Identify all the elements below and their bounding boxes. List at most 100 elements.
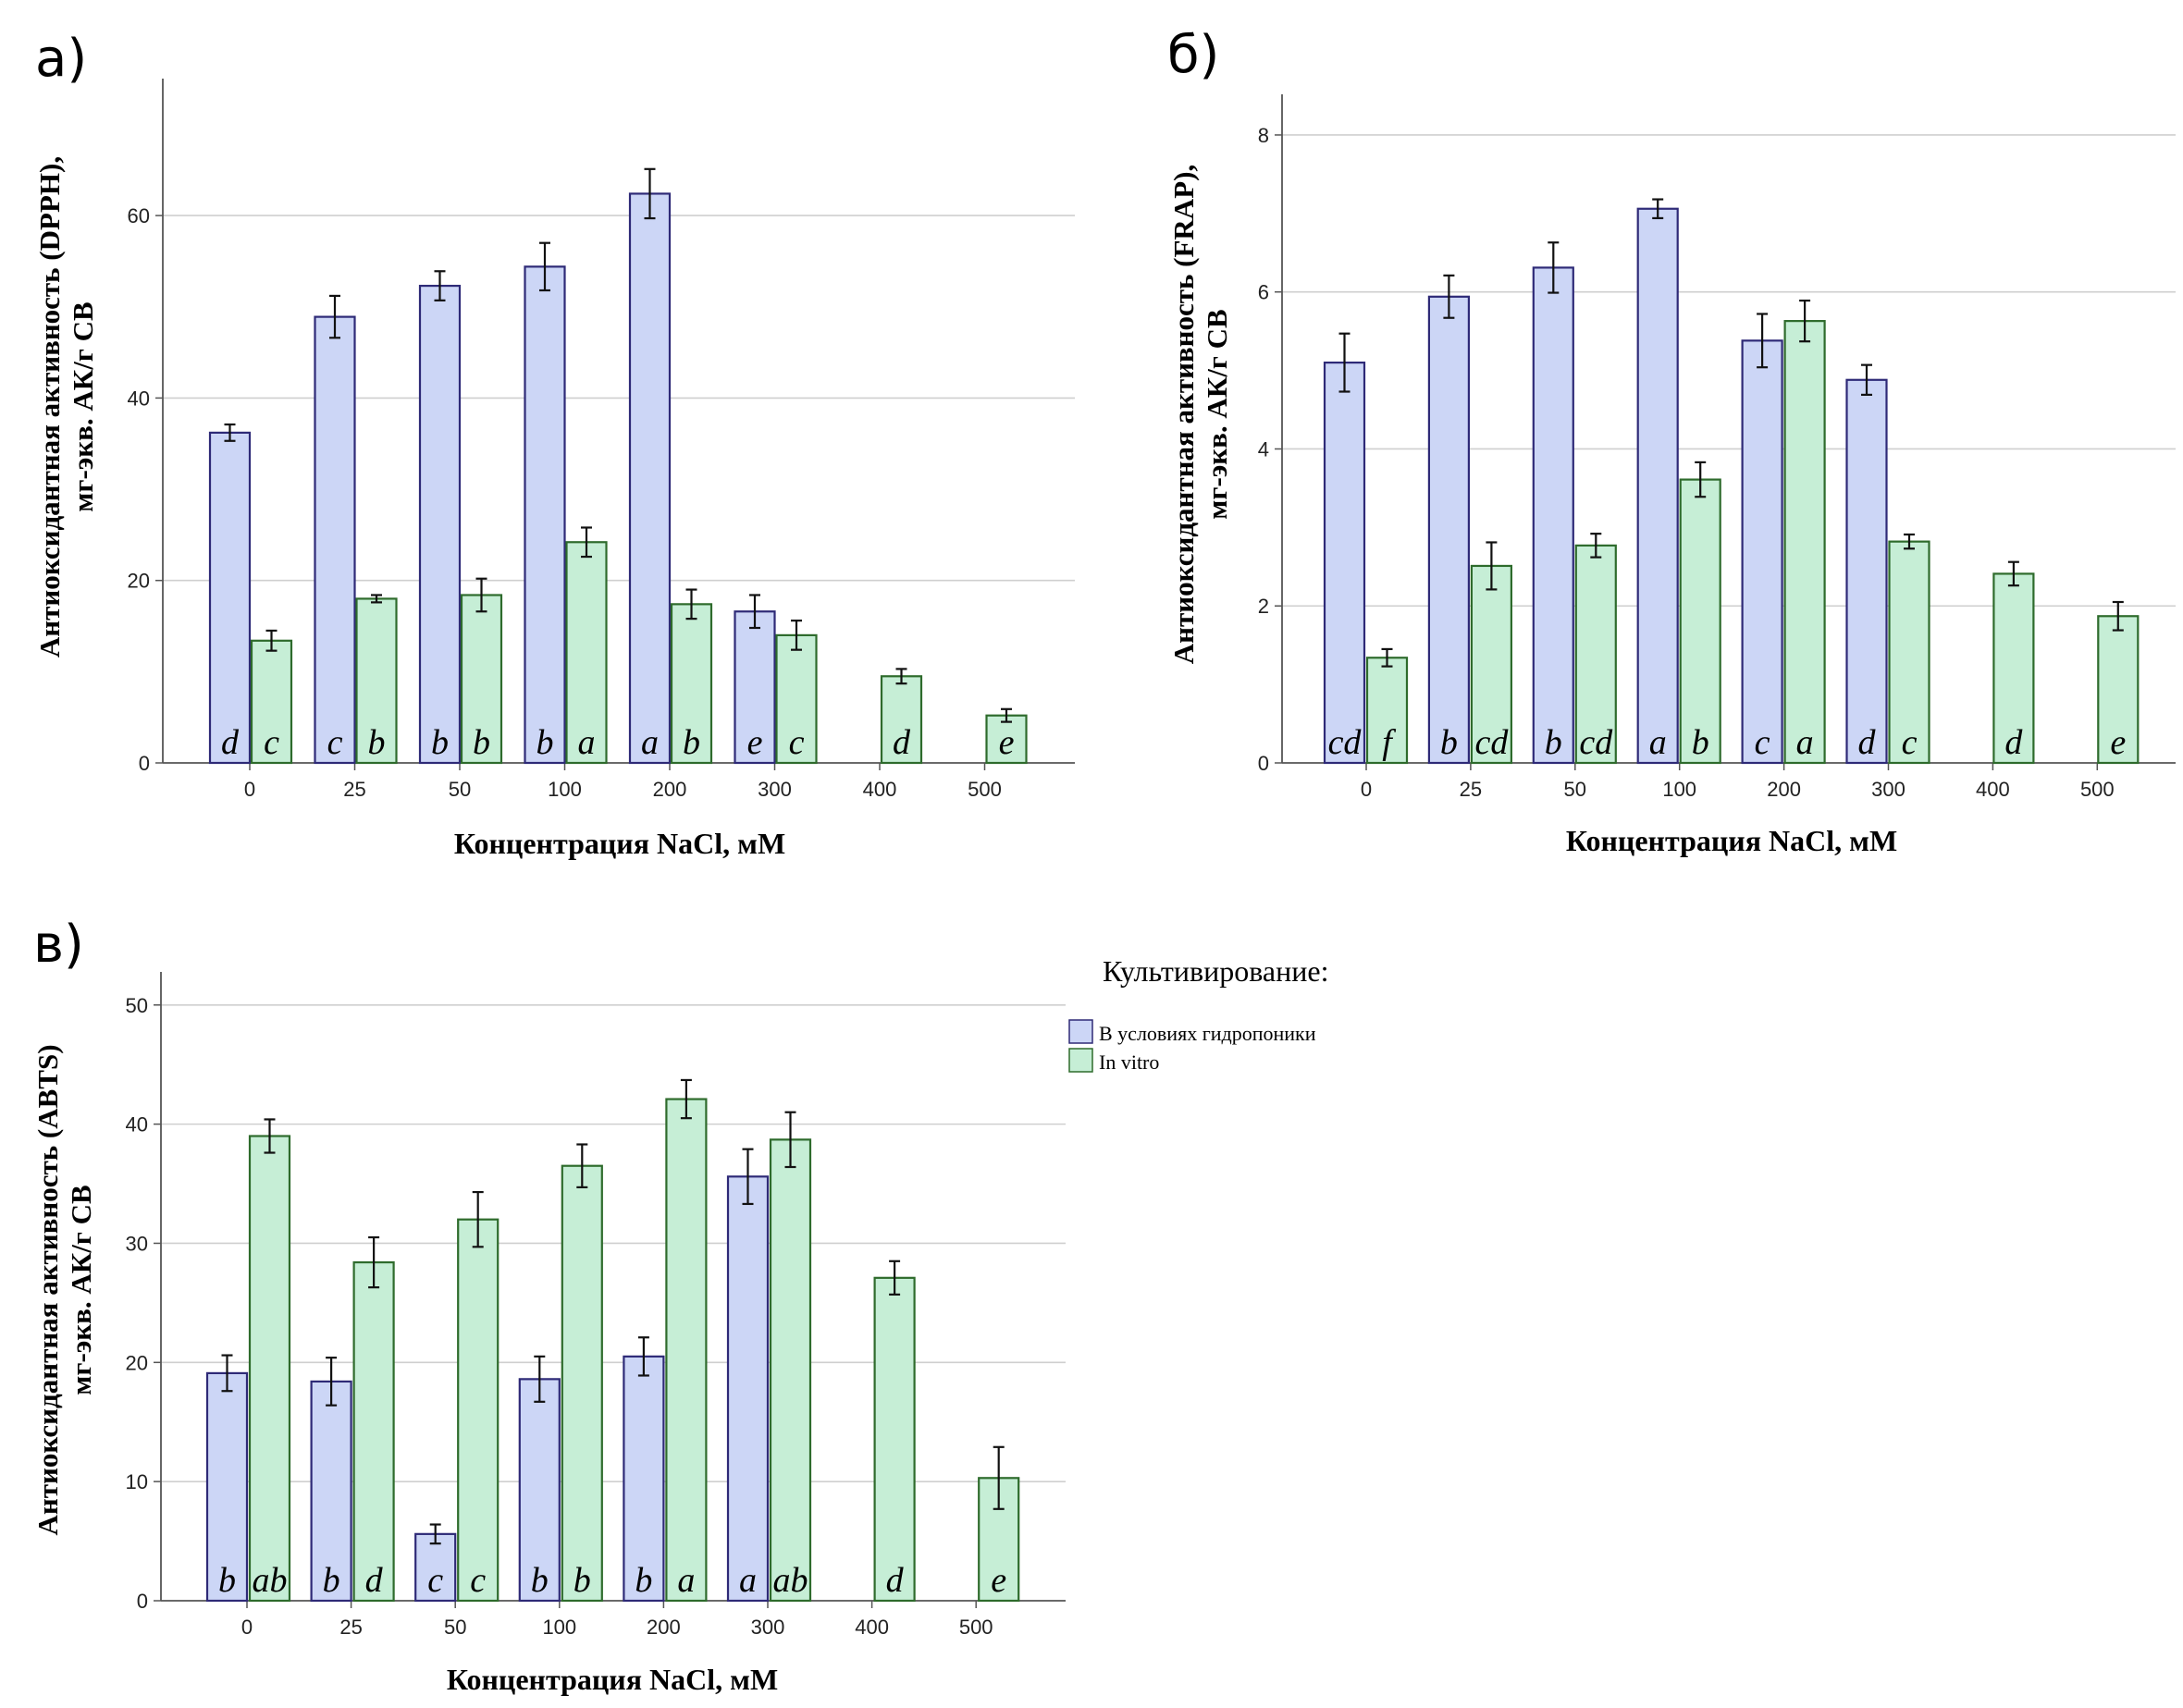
bar-in-vitro bbox=[565, 541, 608, 765]
bar-in-vitro bbox=[1888, 540, 1930, 765]
significance-letter: b bbox=[368, 723, 386, 762]
bar-in-vitro bbox=[880, 675, 923, 765]
significance-letter: b bbox=[531, 1561, 549, 1600]
panel-b-ylabel-line2: мг-экв. АК/г СВ bbox=[1201, 309, 1233, 519]
x-tick-label: 50 bbox=[444, 1616, 466, 1639]
bar-hydroponics bbox=[1323, 362, 1366, 765]
legend-item-hydroponics: В условиях гидропоники bbox=[1099, 1022, 1316, 1045]
significance-letter: e bbox=[747, 723, 763, 762]
bar-hydroponics bbox=[1532, 266, 1574, 765]
y-tick-label: 4 bbox=[1258, 437, 1269, 461]
x-tick-label: 25 bbox=[343, 778, 365, 801]
panel-a-ylabel-line2: мг-экв. АК/г СВ bbox=[67, 301, 99, 511]
significance-letter: c bbox=[427, 1561, 443, 1600]
x-tick-label: 100 bbox=[1662, 778, 1696, 801]
significance-letter: c bbox=[789, 723, 805, 762]
bar-hydroponics bbox=[524, 265, 566, 765]
panel-c-label: в) bbox=[33, 915, 84, 975]
significance-letter: b bbox=[635, 1561, 652, 1600]
y-tick-label: 6 bbox=[1258, 281, 1269, 304]
x-tick-label: 300 bbox=[1871, 778, 1906, 801]
bar-in-vitro bbox=[355, 597, 398, 765]
y-tick-label: 0 bbox=[1258, 752, 1269, 775]
significance-letter: d bbox=[221, 723, 240, 762]
significance-letter: b bbox=[1545, 723, 1562, 762]
significance-letter: b bbox=[574, 1561, 591, 1600]
bar-in-vitro bbox=[460, 594, 503, 765]
significance-letter: d bbox=[2004, 723, 2023, 762]
significance-letter: a bbox=[1649, 723, 1667, 762]
bar-hydroponics bbox=[518, 1378, 561, 1603]
panel-c-ylabel-line1: Антиоксидантная активность (ABTS) bbox=[31, 1044, 64, 1535]
significance-letter: d bbox=[365, 1561, 384, 1600]
y-tick-label: 50 bbox=[126, 994, 148, 1017]
x-tick-label: 0 bbox=[241, 1616, 253, 1639]
legend-swatch-in-vitro bbox=[1068, 1048, 1093, 1073]
panel-a-ylabel-line1: Антиоксидантная активность (DPPH), bbox=[33, 156, 66, 657]
significance-letter: a bbox=[1796, 723, 1814, 762]
y-tick-label: 10 bbox=[126, 1470, 148, 1493]
significance-letter: ab bbox=[773, 1561, 808, 1600]
bar-in-vitro bbox=[250, 639, 293, 765]
panel-a-xlabel: Концентрация NaCl, мМ bbox=[454, 827, 785, 860]
significance-letter: b bbox=[431, 723, 449, 762]
significance-letter: b bbox=[1692, 723, 1709, 762]
x-tick-label: 300 bbox=[758, 778, 792, 801]
significance-letter: cd bbox=[1474, 723, 1509, 762]
x-tick-label: 500 bbox=[2080, 778, 2115, 801]
significance-letter: e bbox=[2110, 723, 2126, 762]
x-tick-label: 200 bbox=[1767, 778, 1801, 801]
bar-hydroponics bbox=[1845, 378, 1888, 765]
significance-letter: c bbox=[327, 723, 343, 762]
bar-in-vitro bbox=[1679, 478, 1721, 765]
x-tick-label: 100 bbox=[542, 1616, 576, 1639]
panel-c-xlabel: Концентрация NaCl, мМ bbox=[447, 1663, 778, 1696]
x-tick-label: 200 bbox=[653, 778, 687, 801]
y-tick-label: 20 bbox=[126, 1351, 148, 1374]
bar-in-vitro bbox=[1992, 572, 2035, 765]
y-tick-label: 40 bbox=[126, 1113, 148, 1137]
significance-letter: b bbox=[1440, 723, 1458, 762]
significance-letter: c bbox=[1902, 723, 1918, 762]
significance-letter: cd bbox=[1328, 723, 1363, 762]
panel-b-label: б) bbox=[1167, 25, 1219, 85]
panel-b-ylabel-line1: Антиоксидантная активность (FRAP), bbox=[1167, 165, 1200, 664]
bar-in-vitro bbox=[1470, 564, 1513, 765]
bar-in-vitro bbox=[1365, 657, 1409, 765]
x-tick-label: 400 bbox=[855, 1616, 889, 1639]
bar-in-vitro bbox=[352, 1260, 395, 1603]
bar-in-vitro bbox=[1783, 320, 1826, 765]
bar-in-vitro bbox=[457, 1218, 500, 1603]
significance-letter: a bbox=[677, 1561, 695, 1600]
x-tick-label: 0 bbox=[1361, 778, 1372, 801]
significance-letter: c bbox=[1755, 723, 1770, 762]
x-tick-label: 400 bbox=[863, 778, 897, 801]
significance-letter: e bbox=[991, 1561, 1006, 1600]
significance-letter: c bbox=[470, 1561, 486, 1600]
significance-letter: e bbox=[999, 723, 1015, 762]
x-tick-label: 50 bbox=[449, 778, 471, 801]
y-tick-label: 2 bbox=[1258, 595, 1269, 618]
x-tick-label: 200 bbox=[647, 1616, 681, 1639]
bar-in-vitro bbox=[561, 1164, 603, 1603]
y-tick-label: 0 bbox=[139, 752, 150, 775]
bar-hydroponics bbox=[1741, 339, 1783, 765]
x-tick-label: 500 bbox=[968, 778, 1002, 801]
bar-in-vitro bbox=[248, 1135, 291, 1603]
significance-letter: b bbox=[683, 723, 700, 762]
significance-letter: a bbox=[641, 723, 659, 762]
significance-letter: b bbox=[218, 1561, 236, 1600]
y-tick-label: 40 bbox=[128, 387, 150, 410]
x-tick-label: 300 bbox=[751, 1616, 785, 1639]
x-tick-label: 400 bbox=[1976, 778, 2010, 801]
y-tick-label: 60 bbox=[128, 204, 150, 227]
y-tick-label: 0 bbox=[137, 1590, 148, 1613]
y-tick-label: 20 bbox=[128, 570, 150, 593]
bar-hydroponics bbox=[726, 1175, 770, 1603]
significance-letter: cd bbox=[1579, 723, 1613, 762]
x-tick-label: 100 bbox=[548, 778, 582, 801]
significance-letter: d bbox=[893, 723, 911, 762]
bar-hydroponics bbox=[310, 1380, 352, 1603]
bar-hydroponics bbox=[418, 284, 462, 765]
